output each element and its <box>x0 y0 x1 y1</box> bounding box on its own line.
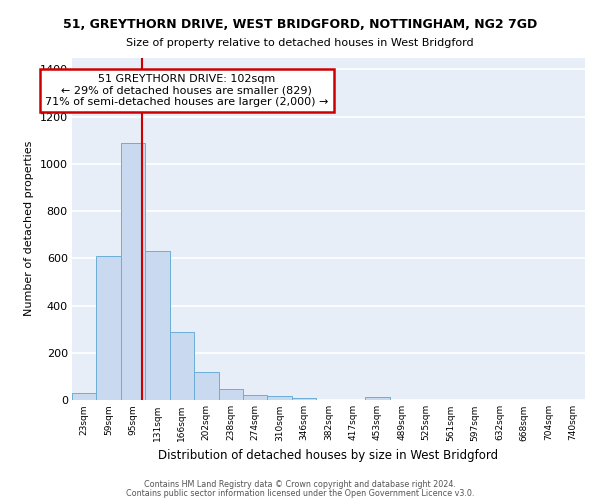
Bar <box>243 395 268 400</box>
Bar <box>194 372 218 400</box>
X-axis label: Distribution of detached houses by size in West Bridgford: Distribution of detached houses by size … <box>158 449 499 462</box>
Text: Contains HM Land Registry data © Crown copyright and database right 2024.: Contains HM Land Registry data © Crown c… <box>144 480 456 489</box>
Text: Contains public sector information licensed under the Open Government Licence v3: Contains public sector information licen… <box>126 488 474 498</box>
Bar <box>268 396 292 400</box>
Bar <box>121 142 145 400</box>
Bar <box>145 251 170 400</box>
Bar <box>97 256 121 400</box>
Y-axis label: Number of detached properties: Number of detached properties <box>24 141 34 316</box>
Bar <box>365 397 389 400</box>
Text: 51, GREYTHORN DRIVE, WEST BRIDGFORD, NOTTINGHAM, NG2 7GD: 51, GREYTHORN DRIVE, WEST BRIDGFORD, NOT… <box>63 18 537 30</box>
Bar <box>292 398 316 400</box>
Text: Size of property relative to detached houses in West Bridgford: Size of property relative to detached ho… <box>126 38 474 48</box>
Text: 51 GREYTHORN DRIVE: 102sqm
← 29% of detached houses are smaller (829)
71% of sem: 51 GREYTHORN DRIVE: 102sqm ← 29% of deta… <box>45 74 329 107</box>
Bar <box>72 393 97 400</box>
Bar <box>170 332 194 400</box>
Bar <box>218 389 243 400</box>
